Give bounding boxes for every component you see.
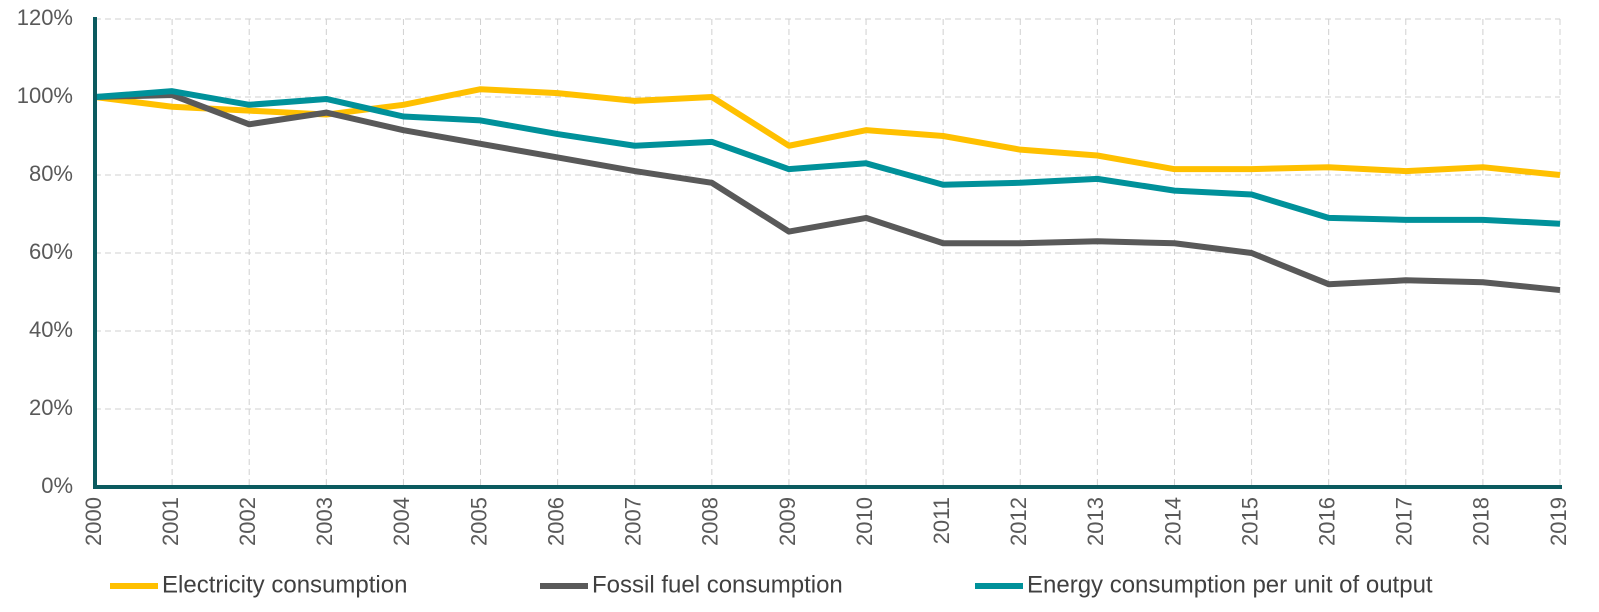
x-tick-label: 2007 [621,497,646,546]
x-tick-label: 2001 [158,497,183,546]
y-tick-label: 20% [29,395,73,420]
y-tick-label: 120% [17,5,73,30]
x-tick-label: 2011 [929,497,954,544]
x-tick-label: 2016 [1314,497,1339,546]
x-tick-label: 2005 [466,497,491,546]
x-tick-label: 2017 [1392,497,1417,546]
y-tick-label: 100% [17,83,73,108]
x-tick-label: 2019 [1546,497,1571,546]
x-tick-label: 2010 [852,497,877,546]
legend-label: Fossil fuel consumption [592,571,843,598]
lines [94,86,1561,294]
x-tick-label: 2004 [389,497,414,546]
y-tick-label: 60% [29,239,73,264]
legend-label: Electricity consumption [162,571,407,598]
x-tick-label: 2015 [1237,497,1262,546]
x-tick-label: 2018 [1469,497,1494,546]
x-tick-label: 2003 [312,497,337,546]
x-tick-label: 2009 [775,497,800,546]
x-tick-label: 2006 [543,497,568,546]
x-tick-label: 2014 [1160,497,1185,546]
legend: Electricity consumption Fossil fuel consu… [110,571,1433,598]
x-tick-label: 2012 [1006,497,1031,546]
y-tick-label: 40% [29,317,73,342]
x-tick-label: 2008 [698,497,723,546]
x-tick-label: 2013 [1083,497,1108,546]
y-tick-label: 80% [29,161,73,186]
series-line [94,88,1561,227]
labels: 0% 20% 40% 60% 80% 100% 120% 2000 2001 2002 2003 20… [17,5,1571,546]
y-tick-label: 0% [41,473,73,498]
grid [95,18,1561,488]
x-tick-label: 2002 [235,497,260,546]
series-line [94,92,1561,294]
x-tick-label: 2000 [81,497,106,546]
legend-label: Energy consumption per unit of output [1027,571,1433,598]
